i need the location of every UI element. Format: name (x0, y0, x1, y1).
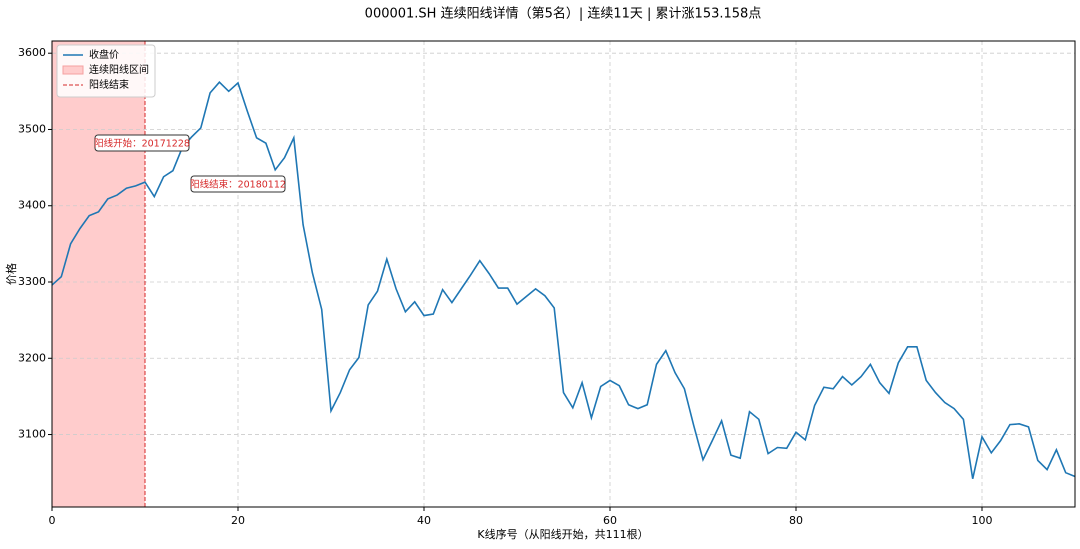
annotation-box (190, 175, 286, 193)
x-axis-label: K线序号（从阳线开始，共111根） (477, 527, 648, 541)
price-line (51, 81, 1076, 479)
legend-label: 收盘价 (89, 48, 119, 61)
y-tick-label: 3400 (18, 199, 46, 212)
y-tick-label: 3100 (18, 428, 46, 441)
plot-frame (51, 40, 1076, 508)
y-tick-label: 3500 (18, 122, 46, 135)
annotation: 阳线结束：20180112 (190, 179, 286, 191)
legend-label: 阳线结束 (89, 78, 129, 91)
annotation: 阳线开始：20171228 (94, 138, 190, 150)
legend-box (56, 44, 156, 98)
annotation-box (94, 134, 190, 152)
highlight-span (52, 41, 145, 507)
y-tick-label: 3600 (18, 46, 46, 59)
x-tick-label: 100 (972, 514, 993, 527)
x-tick-label: 80 (789, 514, 803, 527)
y-tick-label: 3300 (18, 275, 46, 288)
chart-title: 000001.SH 连续阳线详情（第5名）| 连续11天 | 累计涨153.15… (365, 6, 762, 22)
y-axis-label: 价格 (4, 263, 18, 285)
y-tick-label: 3200 (18, 351, 46, 364)
x-tick-label: 60 (603, 514, 617, 527)
legend-swatch (62, 65, 84, 75)
x-tick-label: 20 (231, 514, 245, 527)
x-tick-label: 40 (417, 514, 431, 527)
x-tick-label: 0 (49, 514, 56, 527)
legend-label: 连续阳线区间 (89, 63, 149, 76)
